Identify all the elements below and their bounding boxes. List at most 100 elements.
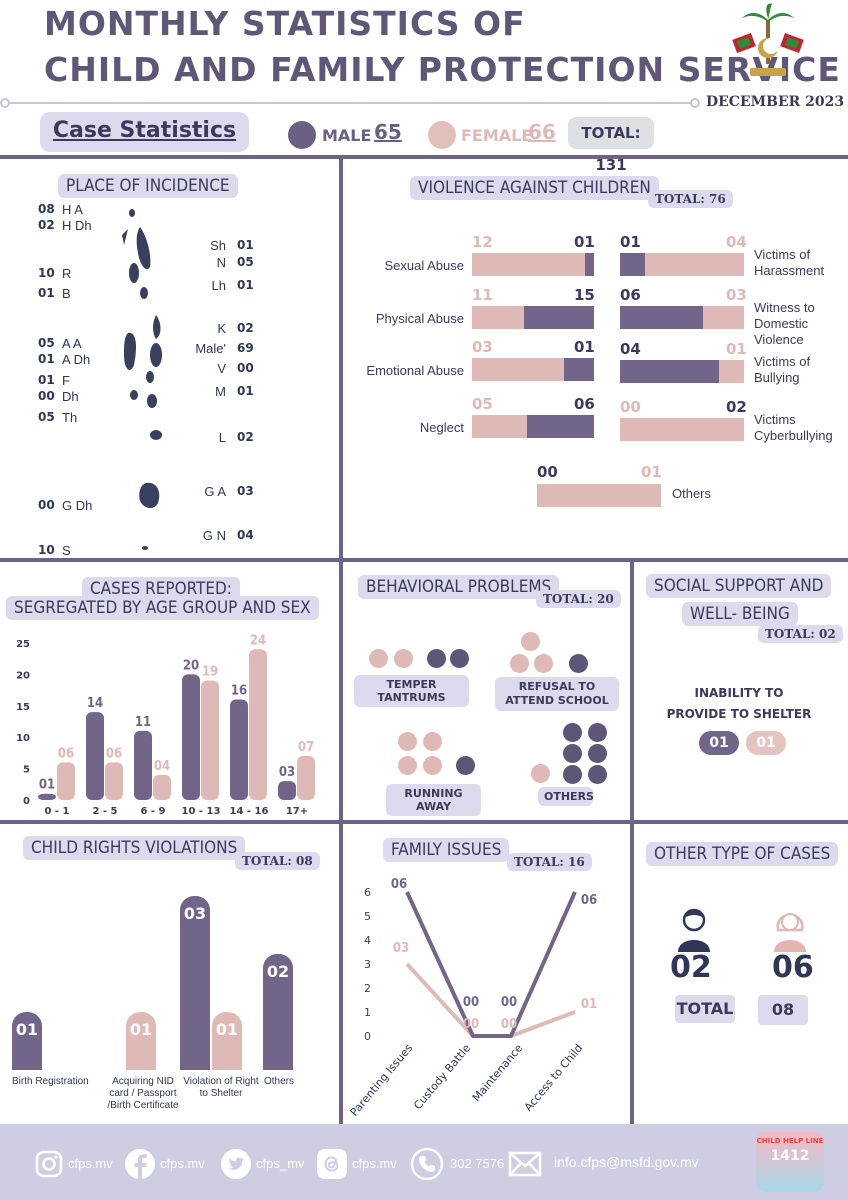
others-male-dot [563, 744, 582, 763]
other-cases-title: OTHER TYPE OF CASES [646, 842, 839, 866]
y-tick-label: 20 [16, 670, 30, 681]
email-address[interactable]: info.cfps@msfd.gov.mv [554, 1154, 699, 1170]
atoll-name: K [217, 321, 226, 336]
email-icon[interactable] [508, 1151, 542, 1177]
atoll-count: 05 [237, 255, 254, 269]
atoll-count: 01 [237, 384, 254, 398]
atoll-count: 05 [38, 410, 55, 424]
threads-handle[interactable]: cfps.mv [352, 1156, 397, 1171]
violence-bar-female [702, 306, 744, 329]
threads-icon[interactable] [316, 1148, 348, 1180]
other-cases-male-count: 02 [670, 950, 712, 985]
rights-value-male: 02 [266, 962, 290, 981]
female-count: 66 [528, 120, 556, 144]
age-value-female: 24 [250, 633, 266, 648]
refusal-male-dot [569, 654, 588, 673]
age-value-male: 11 [135, 715, 151, 730]
atoll-name: N [216, 255, 226, 270]
violence-label: Victims of [754, 354, 811, 369]
title-line2: CHILD AND FAMILY PROTECTION SERVICE [44, 50, 841, 89]
violence-label: Domestic [754, 316, 809, 331]
atoll-name: L [218, 430, 226, 445]
x-tick-label: Access to Child [522, 1042, 586, 1114]
title-line1: MONTHLY STATISTICS OF [44, 4, 526, 43]
child-rights-title: CHILD RIGHTS VIOLATIONS [23, 836, 246, 860]
violence-bar-male [563, 358, 594, 381]
divider-h2 [0, 558, 848, 562]
family-value-male: 06 [391, 877, 407, 892]
violence-label: Neglect [419, 420, 464, 435]
male-count: 65 [374, 120, 402, 144]
violence-bar-female [472, 253, 585, 276]
others-female-dot [531, 764, 550, 783]
female-dot-icon [428, 121, 456, 149]
y-tick-label: 1 [364, 1006, 371, 1019]
violence-label: Violence [754, 332, 804, 347]
report-date: DECEMBER 2023 [706, 94, 845, 110]
age-value-female: 06 [58, 746, 74, 761]
violence-label: Cyberbullying [754, 428, 833, 443]
atoll-count: 04 [237, 528, 254, 542]
rights-label: /Birth Certificate [107, 1100, 179, 1111]
facebook-icon[interactable] [124, 1148, 156, 1180]
shelter-label-line2: PROVIDE TO SHELTER [666, 707, 812, 721]
violence-female-value: 03 [726, 286, 747, 304]
twitter-icon[interactable] [220, 1148, 252, 1180]
behavior-running-away: RUNNING AWAY [386, 784, 481, 816]
atoll-name: M [215, 384, 226, 399]
behavior-temper-tantrums: TEMPER TANTRUMS [354, 675, 469, 707]
instagram-handle[interactable]: cfps.mv [68, 1156, 113, 1171]
violence-label: Others [672, 486, 712, 501]
x-tick-label: 14 - 16 [230, 806, 269, 817]
other-cases-female-count: 06 [772, 950, 814, 985]
violence-bar-male [620, 360, 720, 383]
violence-bar-female [472, 358, 564, 381]
twitter-handle[interactable]: cfps_mv [256, 1156, 305, 1171]
atoll-count: 01 [38, 352, 55, 366]
atoll-name: Sh [210, 238, 226, 253]
violence-bar-female [537, 484, 661, 507]
atoll-name: H A [62, 202, 83, 217]
atoll-count: 01 [237, 238, 254, 252]
violence-bar-female [472, 415, 528, 438]
male-label: MALE [322, 126, 372, 145]
other-cases-total-value: 08 [758, 995, 808, 1025]
temper-male-dot [450, 649, 469, 668]
violence-male-value: 00 [620, 398, 641, 416]
place-of-incidence-title: PLACE OF INCIDENCE [58, 174, 238, 198]
family-value-male: 06 [581, 893, 597, 908]
atoll-name: A A [62, 336, 82, 351]
age-value-male: 14 [87, 696, 103, 711]
atoll-count: 69 [237, 341, 254, 355]
phone-icon[interactable] [410, 1147, 444, 1181]
violence-male-value: 04 [620, 340, 641, 358]
others-male-dot [563, 765, 582, 784]
phone-number[interactable]: 302 7576 [450, 1156, 505, 1171]
family-value-female: 00 [501, 1017, 517, 1032]
atoll-name: S [62, 543, 71, 558]
atoll-count: 00 [38, 389, 55, 403]
rights-label: Others [264, 1076, 295, 1087]
violence-label: Sexual Abuse [384, 258, 464, 273]
atoll-name: F [62, 373, 70, 388]
violence-female-value: 12 [472, 233, 493, 251]
age-bar-male [86, 712, 104, 800]
age-value-female: 07 [298, 740, 314, 755]
instagram-icon[interactable] [34, 1149, 64, 1179]
violence-label: Witness to [754, 300, 815, 315]
emblem-icon [732, 3, 804, 76]
age-value-male: 20 [183, 658, 199, 673]
violence-female-value: 11 [472, 286, 493, 304]
x-tick-label: 0 - 1 [44, 806, 69, 817]
violence-male-value: 00 [537, 463, 558, 481]
helpline-top-text: CHILD HELP LINE [756, 1137, 824, 1145]
behavior-others: OTHERS [538, 787, 594, 806]
facebook-handle[interactable]: cfps.mv [160, 1156, 205, 1171]
x-tick-label: Parenting Issues [348, 1041, 416, 1118]
girl-icon [774, 913, 806, 952]
violence-male-value: 01 [574, 338, 595, 356]
age-bar-female [249, 649, 267, 800]
age-value-female: 06 [106, 746, 122, 761]
